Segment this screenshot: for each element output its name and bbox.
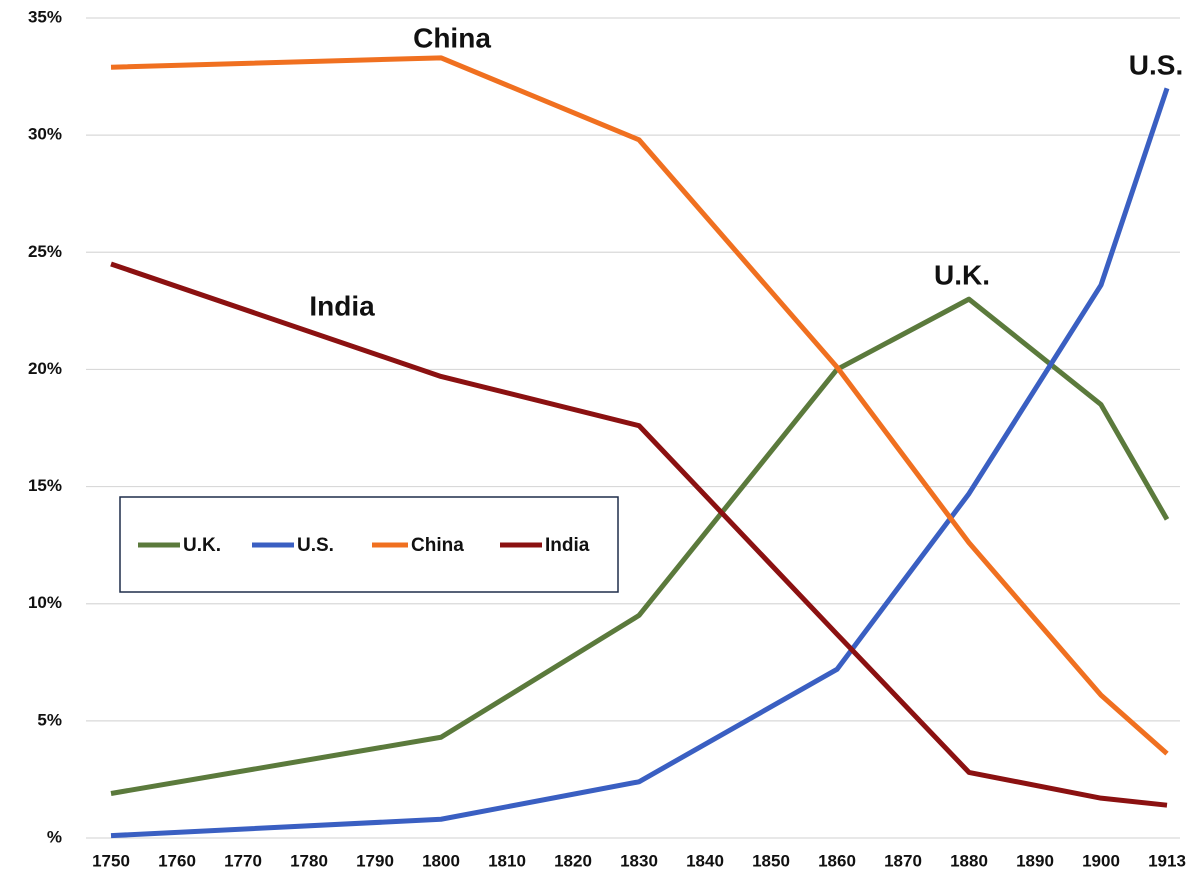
annotation: India	[309, 290, 375, 321]
y-tick-label: 20%	[28, 359, 62, 378]
x-tick-label: 1900	[1082, 851, 1120, 870]
x-tick-label: 1840	[686, 851, 724, 870]
x-tick-label: 1913	[1148, 851, 1186, 870]
x-tick-label: 1810	[488, 851, 526, 870]
legend-label: China	[411, 535, 464, 556]
y-tick-label: %	[47, 827, 62, 846]
x-tick-label: 1790	[356, 851, 394, 870]
annotation: U.K.	[934, 259, 990, 290]
x-tick-label: 1820	[554, 851, 592, 870]
legend-label: U.K.	[183, 535, 221, 556]
annotation: China	[413, 22, 491, 53]
x-tick-label: 1890	[1016, 851, 1054, 870]
x-tick-label: 1760	[158, 851, 196, 870]
series-line	[110, 87, 1170, 839]
x-tick-label: 1880	[950, 851, 988, 870]
legend-label: U.S.	[297, 535, 334, 556]
y-tick-label: 10%	[28, 593, 62, 612]
x-tick-label: 1780	[290, 851, 328, 870]
x-tick-label: 1850	[752, 851, 790, 870]
y-tick-label: 5%	[37, 710, 62, 729]
y-tick-label: 15%	[28, 476, 62, 495]
x-tick-label: 1860	[818, 851, 856, 870]
legend-label: India	[545, 535, 590, 556]
y-tick-label: 30%	[28, 125, 62, 144]
x-tick-label: 1800	[422, 851, 460, 870]
series-line	[110, 55, 1169, 756]
annotation: U.S.	[1129, 49, 1183, 80]
x-tick-label: 1770	[224, 851, 262, 870]
series-line	[110, 261, 1168, 808]
x-tick-label: 1870	[884, 851, 922, 870]
x-tick-label: 1750	[92, 851, 130, 870]
x-tick-label: 1830	[620, 851, 658, 870]
y-tick-label: 35%	[28, 7, 62, 26]
y-tick-label: 25%	[28, 242, 62, 261]
